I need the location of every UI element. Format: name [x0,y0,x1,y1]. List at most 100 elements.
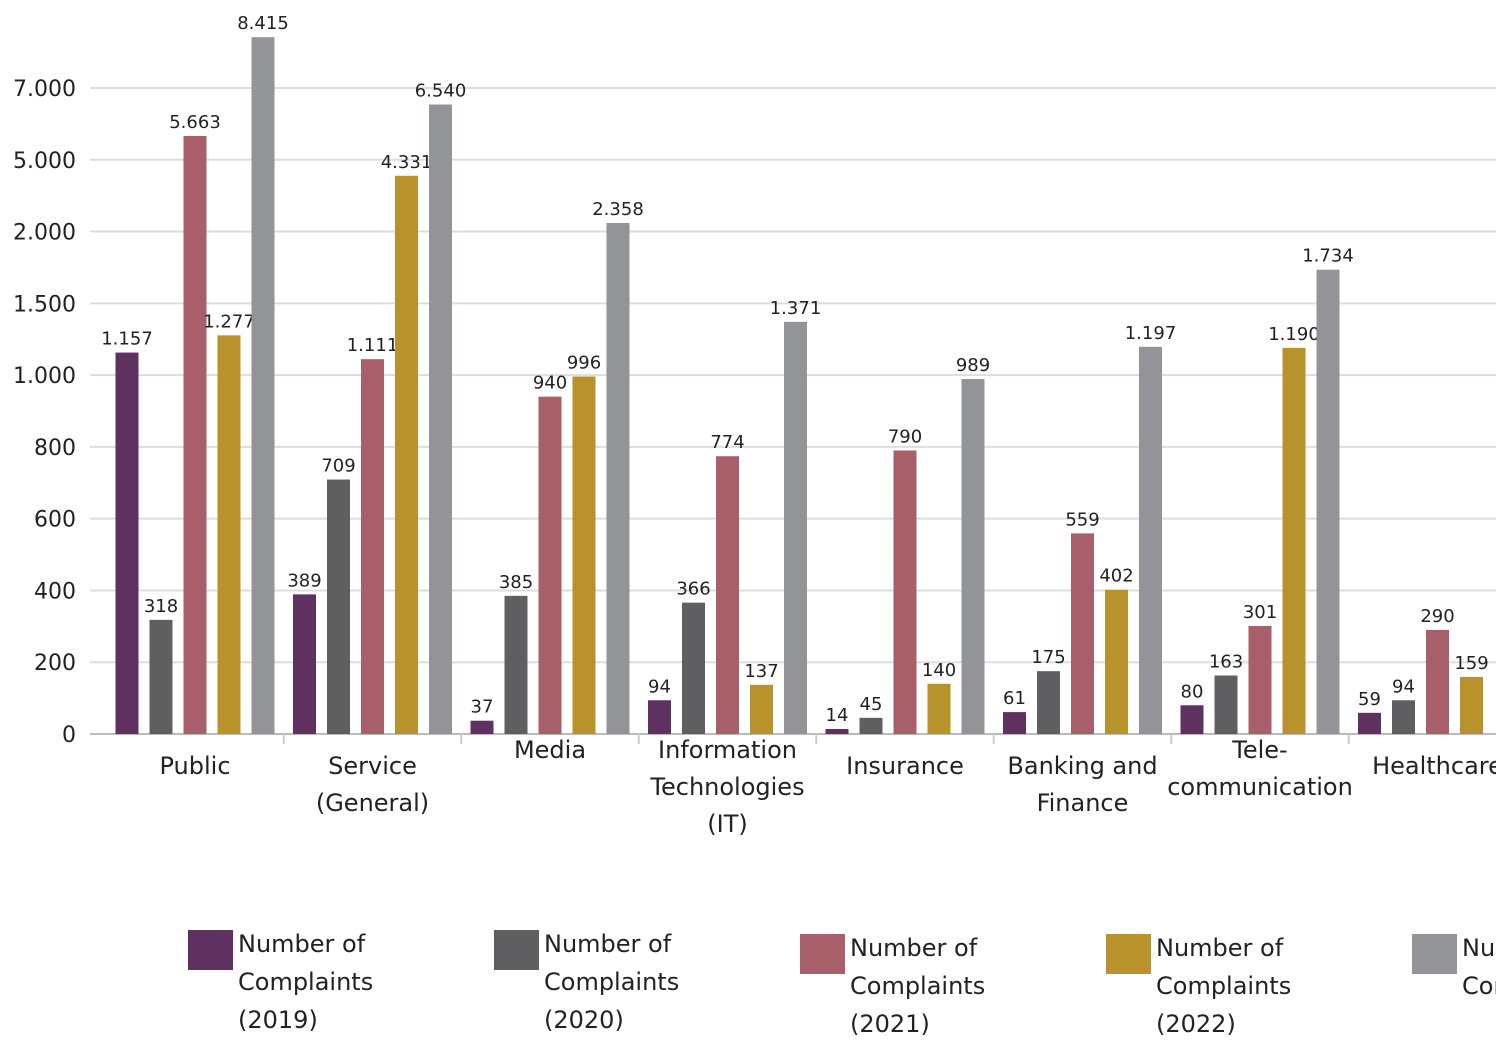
value-label: 14 [826,705,849,726]
y-tick-label: 800 [34,436,76,461]
value-label: 989 [956,355,990,376]
legend-swatch [188,930,233,970]
value-label: 301 [1243,602,1277,623]
bar [504,595,528,734]
value-label: 59 [1358,689,1381,710]
bar [750,684,773,734]
bar [682,602,705,734]
bar [1003,712,1026,734]
bar [115,352,139,734]
bar [1316,269,1340,734]
bar [1248,625,1272,734]
value-label: 1.734 [1302,246,1354,267]
bar [470,720,494,734]
value-label: 45 [860,694,883,715]
bar [251,37,275,734]
bar [1105,589,1128,734]
x-tick-label: Public [159,752,230,780]
bar [572,376,596,734]
value-label: 389 [287,570,321,591]
legend-label: Number of Complaints (2022) [1156,934,1291,1038]
bar [395,175,418,734]
y-tick-label: 1.000 [13,364,76,389]
value-label: 709 [321,456,355,477]
value-label: 4.331 [381,152,433,173]
x-tick-label: Service (General) [316,752,429,817]
value-label: 1.371 [770,298,822,319]
bar [648,700,671,734]
y-tick-label: 2.000 [13,221,76,246]
value-label: 1.157 [101,329,153,350]
value-label: 61 [1003,688,1026,709]
y-tick-label: 1.500 [13,292,76,317]
bar [1037,671,1060,734]
value-label: 94 [1392,676,1415,697]
legend-swatch [800,934,845,974]
bar [1282,347,1306,734]
x-tick-label: Healthcare [1372,752,1496,780]
bar [825,728,849,734]
bar [361,359,384,734]
value-label: 290 [1420,606,1454,627]
x-tick-label: Tele-communication [1167,736,1353,801]
bar [183,135,207,734]
y-tick-label: 7.000 [13,77,76,102]
x-tick-label: Banking and Finance [1007,752,1157,817]
x-tick-label: Media [514,736,586,764]
y-tick-label: 600 [34,508,76,533]
legend-label: Number of Complaints (2021) [850,934,985,1038]
value-label: 163 [1209,652,1243,673]
value-label: 402 [1099,566,1133,587]
legend-label: Number of Complaints (2020) [544,930,679,1034]
bar [149,619,173,734]
value-label: 137 [744,661,778,682]
bar [429,104,452,734]
value-label: 2.358 [592,199,644,220]
y-tick-label: 0 [62,723,76,748]
bar [716,456,739,734]
bar [538,396,562,734]
value-label: 159 [1454,653,1488,674]
bar [1139,346,1162,734]
value-label: 940 [533,373,567,394]
bar [784,321,807,734]
value-label: 80 [1181,681,1204,702]
bar [927,683,951,734]
bar [1071,533,1094,734]
y-tick-label: 200 [34,651,76,676]
bar [859,717,883,734]
bar [1392,700,1415,734]
value-label: 774 [710,432,744,453]
bar [606,222,630,735]
value-label: 8.415 [237,13,289,34]
value-label: 366 [676,579,710,600]
bar [327,479,350,734]
legend-swatch [494,930,539,970]
bar [1426,629,1449,734]
value-label: 1.190 [1268,324,1320,345]
value-label: 559 [1065,509,1099,530]
bar [1358,712,1381,734]
y-tick-label: 400 [34,579,76,604]
legend-label: Number of Complaints (2019) [238,930,373,1034]
value-label: 1.111 [347,335,399,356]
bar [293,594,316,734]
value-label: 1.197 [1125,323,1177,344]
value-label: 140 [922,660,956,681]
value-label: 318 [144,596,178,617]
x-tick-label: Information Technologies (IT) [649,736,804,838]
value-label: 175 [1031,647,1065,668]
value-label: 385 [499,572,533,593]
value-label: 1.277 [203,311,255,332]
bar [893,450,917,734]
value-label: 790 [888,426,922,447]
bar [961,379,985,734]
bar [1180,705,1204,734]
bar [1460,676,1483,734]
bar [217,335,241,734]
legend-swatch [1106,934,1151,974]
value-label: 5.663 [169,112,221,133]
x-tick-label: Insurance [846,752,964,780]
